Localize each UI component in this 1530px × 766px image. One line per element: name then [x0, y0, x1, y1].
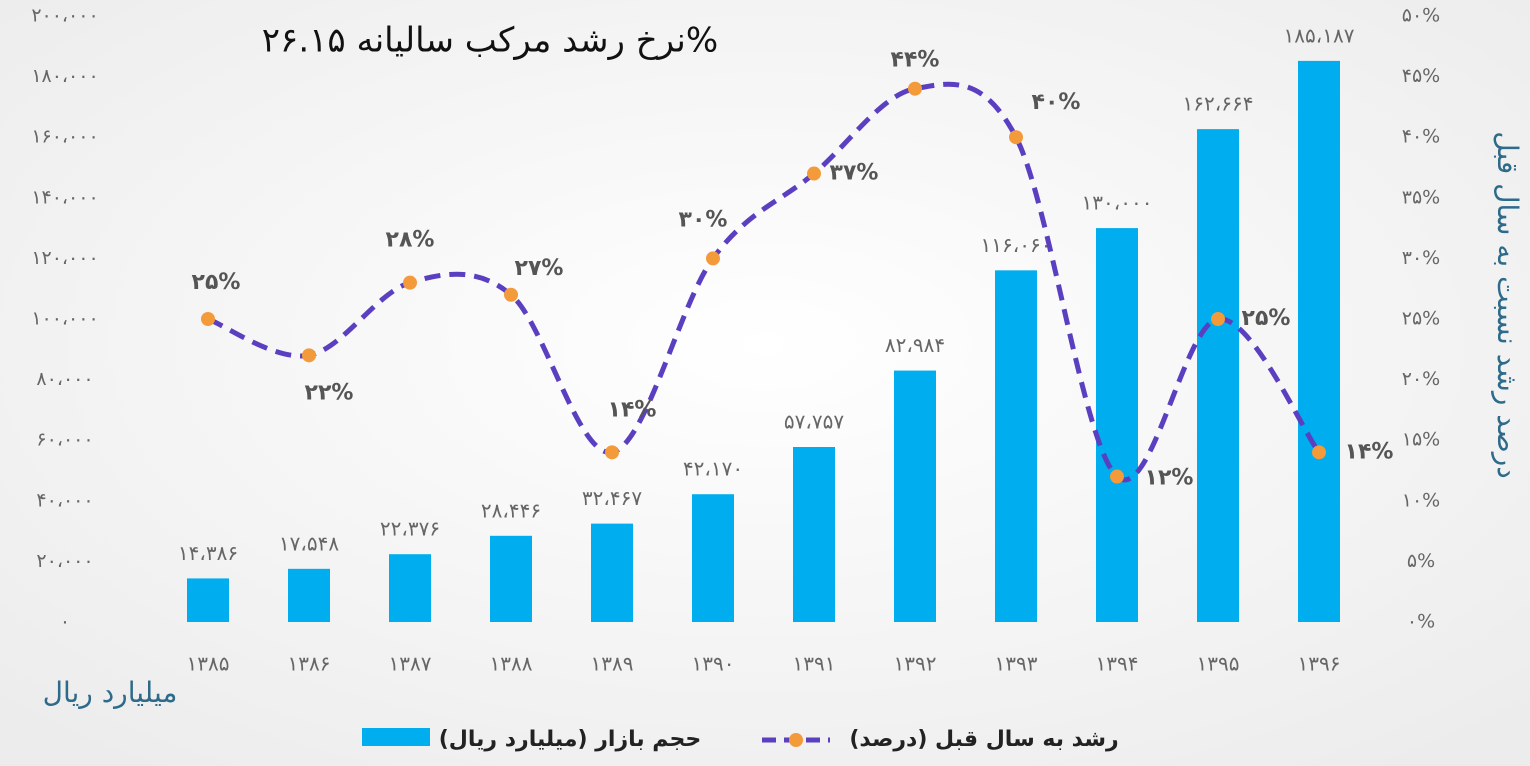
bar-value-label: ۴۲،۱۷۰	[683, 457, 743, 481]
bar	[692, 494, 734, 622]
line-marker	[1110, 469, 1124, 484]
y2-tick-label: ۳۰%	[1402, 247, 1440, 269]
line-marker	[403, 275, 417, 290]
bar-value-label: ۱۷،۵۴۸	[279, 531, 339, 555]
x-tick-label: ۱۳۸۶	[288, 652, 331, 676]
bar	[1197, 129, 1239, 622]
bar	[490, 535, 532, 622]
bar	[591, 523, 633, 622]
y-tick-label: ۲۰۰،۰۰۰	[31, 5, 98, 27]
legend-swatch-marker	[789, 733, 803, 747]
y-tick-label: ۸۰،۰۰۰	[36, 368, 93, 390]
line-marker	[706, 251, 720, 266]
line-value-label: ۲۲%	[305, 380, 354, 405]
legend-swatch	[362, 728, 430, 746]
y-tick-label: ۱۴۰،۰۰۰	[31, 186, 98, 208]
bar-value-label: ۲۲،۳۷۶	[380, 517, 440, 541]
y-tick-label: ۱۲۰،۰۰۰	[31, 247, 98, 269]
line-value-label: ۱۲%	[1145, 466, 1194, 491]
legend-label: رشد به سال قبل (درصد)	[849, 727, 1118, 752]
bar-value-label: ۳۲،۴۶۷	[582, 486, 642, 510]
y-tick-label: ۱۰۰،۰۰۰	[31, 308, 98, 330]
y-axis-title: میلیارد ریال	[43, 676, 178, 709]
bar	[187, 578, 229, 622]
x-tick-label: ۱۳۹۳	[995, 652, 1038, 676]
bar-value-label: ۱۸۵،۱۸۷	[1284, 23, 1355, 47]
y-tick-label: ۰	[60, 611, 70, 633]
y2-tick-label: ۵%	[1407, 550, 1435, 572]
bar	[793, 446, 835, 622]
bar	[1298, 60, 1340, 623]
line-value-label: ۲۵%	[192, 270, 241, 295]
y-tick-label: ۱۸۰،۰۰۰	[31, 65, 98, 87]
y2-tick-label: ۴۰%	[1402, 126, 1440, 148]
line-value-label: ۲۵%	[1242, 306, 1291, 331]
y-tick-label: ۴۰،۰۰۰	[36, 489, 93, 511]
x-tick-label: ۱۳۸۹	[591, 652, 634, 676]
y-tick-label: ۱۶۰،۰۰۰	[31, 126, 98, 148]
bar-value-label: ۲۸،۴۴۶	[481, 498, 541, 522]
x-tick-label: ۱۳۹۵	[1197, 652, 1240, 676]
line-value-label: ۴۰%	[1032, 90, 1081, 115]
line-marker	[807, 166, 821, 181]
y2-tick-label: ۱۰%	[1402, 489, 1440, 511]
y2-axis-title: درصد رشد نسبت به سال قبل	[1491, 131, 1524, 479]
y-tick-label: ۶۰،۰۰۰	[36, 429, 93, 451]
line-marker	[302, 348, 316, 363]
line-marker	[605, 445, 619, 460]
bar-value-label: ۱۳۰،۰۰۰	[1082, 191, 1153, 215]
y2-tick-label: ۵۰%	[1402, 5, 1440, 27]
line-marker	[201, 312, 215, 326]
bar	[1096, 228, 1138, 622]
x-tick-label: ۱۳۹۴	[1096, 652, 1139, 676]
line-value-label: ۳۷%	[830, 161, 879, 186]
line-value-label: ۳۰%	[679, 207, 728, 232]
bar-value-label: ۵۷،۷۵۷	[784, 409, 844, 433]
x-tick-label: ۱۳۸۷	[389, 652, 432, 676]
x-tick-label: ۱۳۸۸	[490, 652, 533, 676]
bar	[995, 270, 1037, 622]
legend-label: حجم بازار (میلیارد ریال)	[439, 727, 702, 752]
y2-tick-label: ۴۵%	[1402, 65, 1440, 87]
y2-tick-label: ۲۵%	[1402, 308, 1440, 330]
bar-value-label: ۱۴،۳۸۶	[178, 541, 238, 565]
x-tick-label: ۱۳۹۲	[894, 652, 937, 676]
x-tick-label: ۱۳۹۱	[793, 652, 836, 676]
line-value-label: ۲۸%	[386, 228, 435, 253]
bar-value-label: ۱۱۶،۰۶۰	[981, 233, 1052, 257]
line-marker	[504, 287, 518, 302]
x-tick-label: ۱۳۹۶	[1298, 652, 1341, 676]
y2-tick-label: ۲۰%	[1402, 368, 1440, 390]
line-value-label: ۱۴%	[608, 397, 657, 422]
line	[207, 81, 1322, 483]
chart-title: نرخ رشد مرکب سالیانه ۲۶.۱۵%	[262, 21, 718, 61]
y-tick-label: ۲۰،۰۰۰	[36, 550, 93, 572]
line-value-label: ۲۷%	[515, 256, 564, 281]
y2-tick-label: ۱۵%	[1402, 429, 1440, 451]
y2-tick-label: ۳۵%	[1402, 186, 1440, 208]
bar	[389, 554, 431, 622]
line-value-label: ۱۴%	[1345, 439, 1394, 464]
bar-value-label: ۸۲،۹۸۴	[885, 333, 945, 357]
line-marker	[1009, 130, 1023, 145]
x-tick-label: ۱۳۸۵	[187, 652, 230, 676]
line-value-label: ۴۴%	[891, 48, 940, 73]
bar	[894, 370, 936, 622]
bar	[288, 568, 330, 622]
line-marker	[1312, 445, 1326, 460]
line-marker	[1211, 312, 1225, 326]
y2-tick-label: ۰%	[1407, 611, 1435, 633]
line-marker	[908, 81, 922, 96]
x-tick-label: ۱۳۹۰	[692, 652, 735, 676]
bar-value-label: ۱۶۲،۶۶۴	[1183, 92, 1254, 116]
